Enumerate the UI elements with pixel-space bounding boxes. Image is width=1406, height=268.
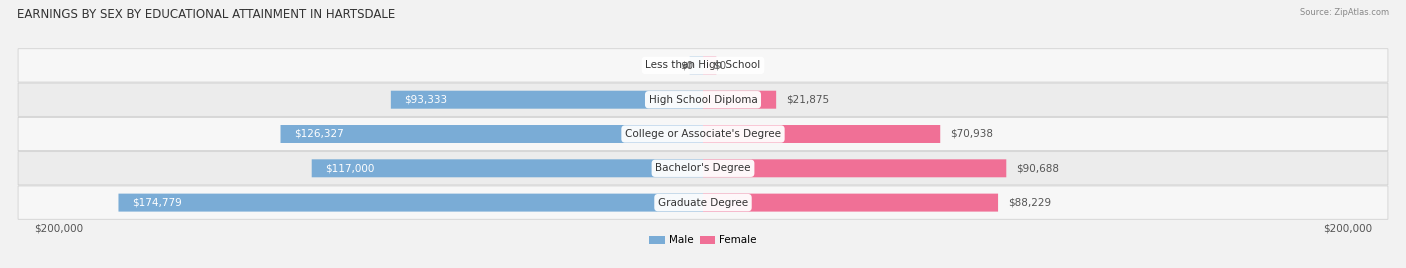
Text: $174,779: $174,779 <box>132 198 181 208</box>
FancyBboxPatch shape <box>18 83 1388 116</box>
Text: $93,333: $93,333 <box>405 95 447 105</box>
FancyBboxPatch shape <box>18 49 1388 82</box>
Text: $200,000: $200,000 <box>1323 224 1372 234</box>
FancyBboxPatch shape <box>703 91 776 109</box>
Text: $126,327: $126,327 <box>294 129 343 139</box>
Text: EARNINGS BY SEX BY EDUCATIONAL ATTAINMENT IN HARTSDALE: EARNINGS BY SEX BY EDUCATIONAL ATTAINMEN… <box>17 8 395 21</box>
FancyBboxPatch shape <box>18 186 1388 219</box>
Text: College or Associate's Degree: College or Associate's Degree <box>626 129 780 139</box>
Text: $0: $0 <box>681 60 693 70</box>
FancyBboxPatch shape <box>18 117 1388 151</box>
FancyBboxPatch shape <box>118 193 703 212</box>
Text: $117,000: $117,000 <box>325 163 374 173</box>
Text: Source: ZipAtlas.com: Source: ZipAtlas.com <box>1301 8 1389 17</box>
Legend: Male, Female: Male, Female <box>650 235 756 245</box>
Text: High School Diploma: High School Diploma <box>648 95 758 105</box>
Text: $90,688: $90,688 <box>1017 163 1059 173</box>
Text: $21,875: $21,875 <box>786 95 830 105</box>
Text: Graduate Degree: Graduate Degree <box>658 198 748 208</box>
FancyBboxPatch shape <box>312 159 703 177</box>
FancyBboxPatch shape <box>703 56 717 75</box>
FancyBboxPatch shape <box>703 193 998 212</box>
Text: $88,229: $88,229 <box>1008 198 1052 208</box>
FancyBboxPatch shape <box>18 152 1388 185</box>
FancyBboxPatch shape <box>703 159 1007 177</box>
Text: $200,000: $200,000 <box>34 224 83 234</box>
FancyBboxPatch shape <box>689 56 703 75</box>
FancyBboxPatch shape <box>391 91 703 109</box>
Text: $0: $0 <box>713 60 725 70</box>
FancyBboxPatch shape <box>281 125 703 143</box>
Text: $70,938: $70,938 <box>950 129 993 139</box>
FancyBboxPatch shape <box>703 125 941 143</box>
Text: Less than High School: Less than High School <box>645 60 761 70</box>
Text: Bachelor's Degree: Bachelor's Degree <box>655 163 751 173</box>
